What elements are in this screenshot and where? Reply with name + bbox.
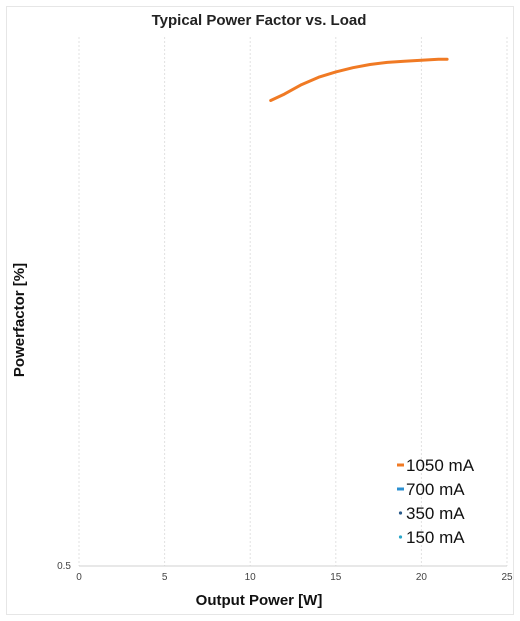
chart-frame: 0 5 10 15 20 25 0.5 1050 mA 700 mA 350 mA 150 mA … bbox=[6, 6, 514, 615]
x-axis-title: Output Power [W] bbox=[196, 592, 323, 609]
x-tick-label: 15 bbox=[330, 572, 342, 583]
chart-title: Typical Power Factor vs. Load bbox=[152, 12, 367, 29]
legend-swatch bbox=[398, 535, 403, 539]
x-tick-label: 20 bbox=[416, 572, 428, 583]
y-tick-label: 0.5 bbox=[57, 561, 71, 572]
legend-label: 700 mA bbox=[406, 480, 465, 499]
legend-label: 150 mA bbox=[406, 528, 465, 547]
x-tick-label: 5 bbox=[162, 572, 168, 583]
x-tick-label: 0 bbox=[76, 572, 82, 583]
series-layer bbox=[269, 57, 449, 102]
legend-label: 1050 mA bbox=[406, 456, 475, 475]
series-line bbox=[269, 57, 449, 102]
grid-layer bbox=[78, 37, 508, 566]
x-tick-label: 10 bbox=[245, 572, 257, 583]
legend-label: 350 mA bbox=[406, 504, 465, 523]
legend: 1050 mA 700 mA 350 mA 150 mA bbox=[397, 456, 475, 547]
x-tick-label: 25 bbox=[501, 572, 513, 583]
legend-swatch bbox=[398, 511, 403, 515]
y-axis-title: Powerfactor [%] bbox=[11, 263, 28, 377]
axis-layer: 0 5 10 15 20 25 0.5 bbox=[57, 561, 513, 583]
